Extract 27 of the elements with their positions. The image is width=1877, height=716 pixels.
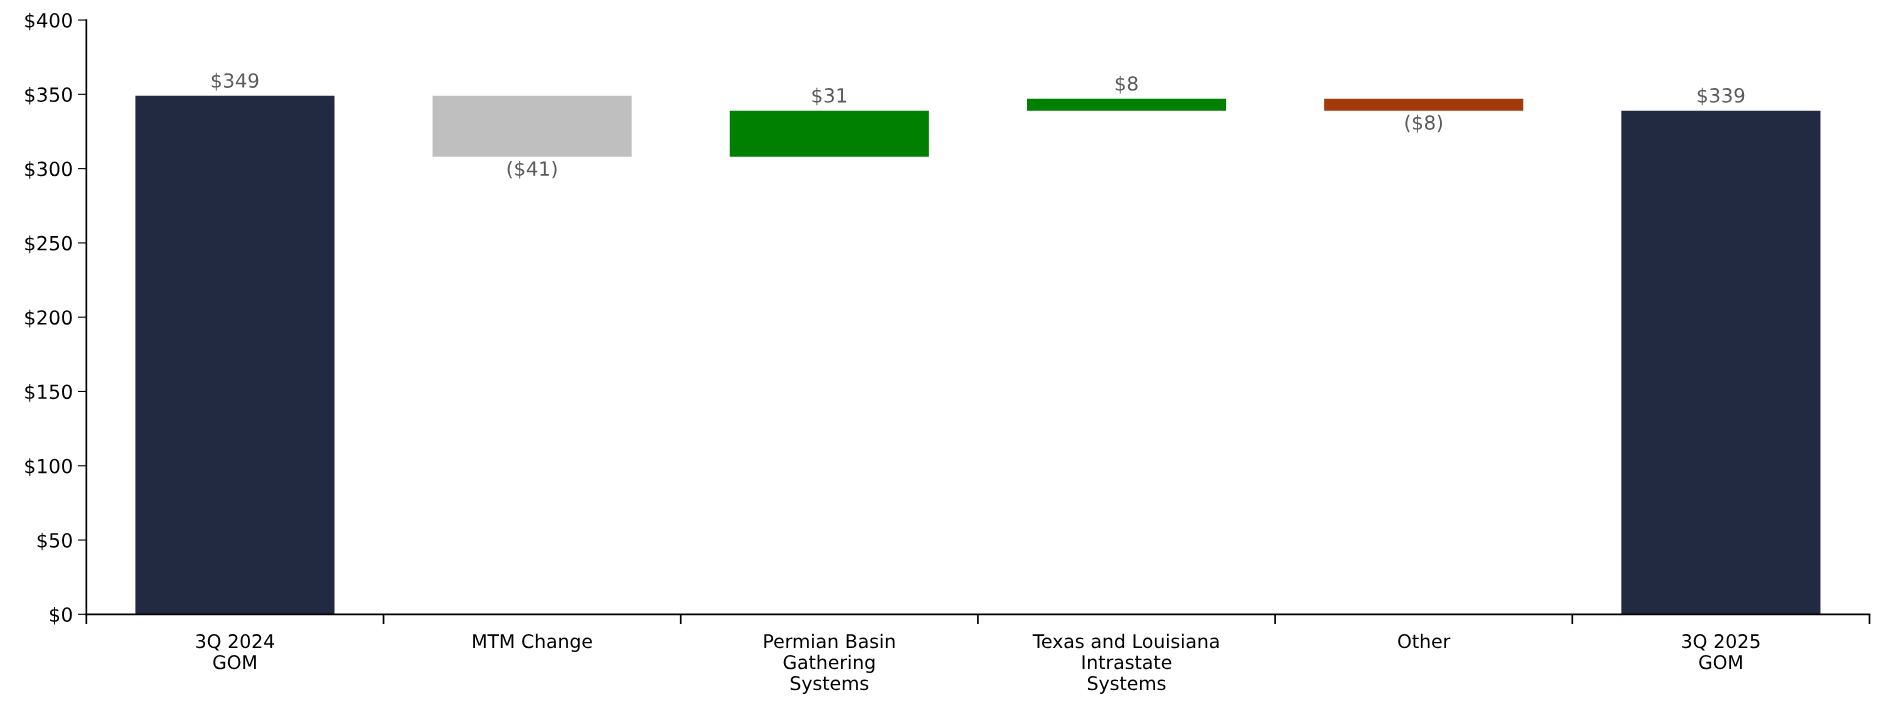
data-label: $339 [1697,87,1745,106]
y-tick-label: $200 [25,309,72,328]
bar [1621,110,1821,615]
bar [1324,98,1524,111]
y-tick-label: $400 [25,12,72,31]
data-label: $349 [211,72,259,91]
y-tick-label: $150 [25,384,72,402]
y-tick-label: $50 [37,532,72,551]
y-tick-label: $350 [25,86,72,105]
x-tick-label: 3Q 2025 GOM [1682,634,1760,670]
x-tick-label: 3Q 2024 GOM [196,634,275,670]
x-tick-label: Permian Basin Gathering Systems [764,633,895,694]
bar [135,95,335,615]
y-tick-label: $300 [25,161,72,179]
bar [1026,98,1227,111]
bar [432,95,632,157]
x-tick-label: Texas and Louisiana Intrastate Systems [1032,633,1219,694]
y-tick-label: $250 [25,235,72,254]
data-label: $31 [812,87,847,106]
x-tick-label: MTM Change [473,633,592,652]
y-tick-label: $0 [50,606,72,625]
bar [729,110,929,157]
y-tick-label: $100 [25,458,72,476]
x-tick-label: Other [1398,633,1451,649]
data-label: ($41) [507,160,557,179]
data-label: $8 [1115,75,1138,94]
data-label: ($8) [1405,114,1442,133]
